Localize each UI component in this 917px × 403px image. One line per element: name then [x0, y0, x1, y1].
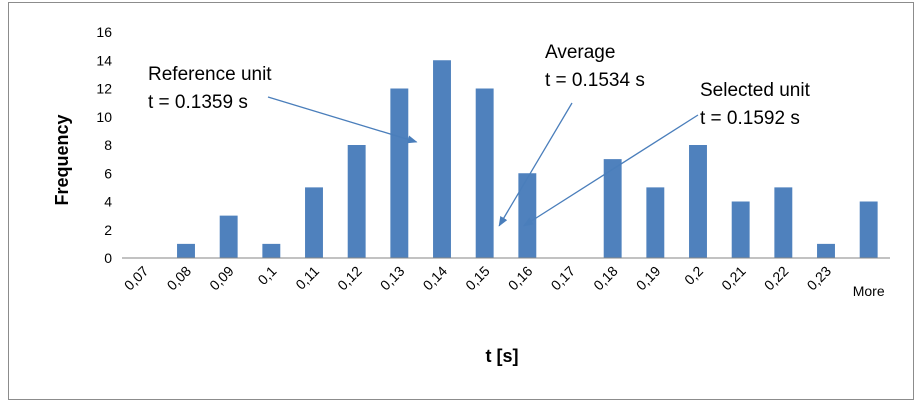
x-tick-label: 0,23: [804, 263, 835, 294]
x-tick-label: 0,13: [377, 263, 408, 294]
bar: [774, 187, 793, 258]
x-tick-label: 0,22: [761, 263, 792, 294]
annotation-arrow: [267, 96, 418, 144]
y-tick-label: 6: [104, 165, 112, 181]
bar: [603, 159, 622, 258]
bar: [433, 60, 451, 258]
x-tick-label: 0,19: [633, 263, 664, 294]
bar: [859, 201, 878, 258]
x-tick-label: 0,2: [681, 263, 706, 288]
x-tick-label: 0,09: [206, 263, 237, 294]
y-tick-label: 2: [104, 222, 112, 238]
x-tick-label: More: [853, 283, 885, 299]
y-tick-label: 8: [104, 137, 112, 153]
x-tick-label: 0,11: [292, 263, 322, 293]
y-tick-label: 4: [104, 194, 112, 210]
bars: [177, 60, 878, 258]
bar: [305, 187, 323, 258]
x-tick-label: 0,21: [718, 263, 749, 294]
x-tick-label: 0,12: [334, 263, 365, 294]
y-axis-ticks: 0 2 4 6 8 10 12 14 16: [96, 24, 112, 266]
bar: [646, 187, 665, 258]
x-tick-label: 0,1: [254, 263, 279, 288]
y-tick-label: 16: [96, 24, 112, 40]
y-tick-label: 0: [104, 250, 112, 266]
bar: [262, 243, 281, 258]
chart-frame: [8, 2, 914, 400]
y-tick-label: 10: [96, 109, 112, 125]
annotation-text: t = 0.1534 s: [545, 70, 645, 91]
y-tick-label: 14: [96, 52, 112, 68]
x-tick-label: 0,16: [505, 263, 536, 294]
annotation-reference: Reference unit t = 0.1359 s: [148, 64, 418, 144]
bar: [177, 243, 195, 258]
bar: [518, 173, 537, 258]
x-tick-label: 0,08: [164, 263, 195, 294]
annotations: Reference unit t = 0.1359 s Average t = 0.1…: [148, 42, 811, 227]
bar: [475, 88, 494, 258]
bar: [689, 145, 707, 258]
bar: [347, 145, 366, 258]
annotation-average: Average t = 0.1534 s: [498, 42, 645, 227]
x-axis-ticks: 0,07 0,08 0,09 0,1 0,11 0,12 0,13 0,14 0,15 0,16 0…: [121, 263, 885, 299]
bar: [390, 88, 409, 258]
annotation-selected: Selected unit t = 0.1592 s: [523, 80, 811, 227]
annotation-text: Reference unit: [148, 64, 272, 85]
y-tick-label: 12: [96, 81, 112, 97]
x-axis-title: t [s]: [486, 346, 519, 366]
annotation-arrow: [498, 102, 573, 227]
x-tick-label: 0,14: [420, 263, 451, 294]
annotation-text: Selected unit: [700, 80, 811, 101]
annotation-text: t = 0.1592 s: [700, 108, 800, 129]
annotation-text: t = 0.1359 s: [148, 92, 248, 113]
y-axis-title: Frequency: [52, 114, 72, 205]
annotation-text: Average: [545, 42, 615, 63]
annotation-arrow: [523, 114, 699, 227]
x-tick-label: 0,15: [462, 263, 493, 294]
bar: [731, 201, 750, 258]
x-tick-label: 0,18: [590, 263, 621, 294]
bar: [817, 243, 835, 258]
x-tick-label: 0,07: [121, 263, 152, 294]
x-tick-label: 0,17: [548, 263, 579, 294]
bar: [219, 215, 238, 258]
